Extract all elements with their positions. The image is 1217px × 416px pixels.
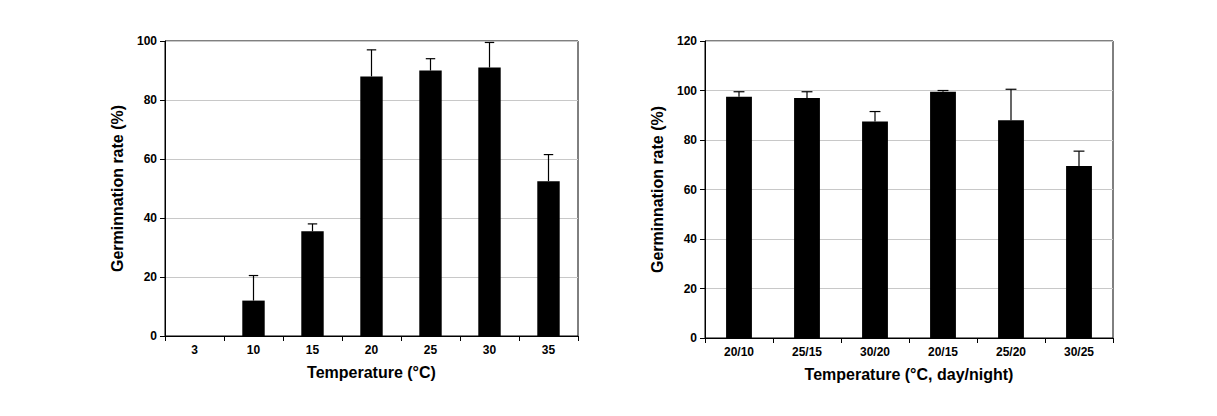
svg-text:Germinnation rate (%): Germinnation rate (%) <box>109 105 126 272</box>
svg-text:20/10: 20/10 <box>724 345 754 359</box>
svg-text:30: 30 <box>483 343 497 357</box>
svg-text:20: 20 <box>365 343 379 357</box>
svg-text:10: 10 <box>247 343 261 357</box>
svg-text:40: 40 <box>144 211 158 225</box>
svg-text:20/15: 20/15 <box>928 345 958 359</box>
svg-text:Temperature (°C, day/night): Temperature (°C, day/night) <box>805 366 1014 383</box>
svg-text:25/15: 25/15 <box>792 345 822 359</box>
svg-text:120: 120 <box>677 34 697 48</box>
svg-text:30/25: 30/25 <box>1064 345 1094 359</box>
svg-text:80: 80 <box>684 133 698 147</box>
svg-text:20: 20 <box>684 282 698 296</box>
svg-text:Temperature (°C): Temperature (°C) <box>307 364 436 381</box>
svg-text:35: 35 <box>542 343 556 357</box>
svg-text:25: 25 <box>424 343 438 357</box>
svg-text:0: 0 <box>150 329 157 343</box>
svg-text:3: 3 <box>191 343 198 357</box>
svg-text:0: 0 <box>690 331 697 345</box>
svg-text:100: 100 <box>677 84 697 98</box>
svg-text:40: 40 <box>684 232 698 246</box>
svg-text:Germinnation rate (%): Germinnation rate (%) <box>649 106 666 273</box>
svg-text:60: 60 <box>684 183 698 197</box>
svg-text:15: 15 <box>306 343 320 357</box>
svg-text:100: 100 <box>137 34 157 48</box>
svg-text:20: 20 <box>144 270 158 284</box>
svg-text:60: 60 <box>144 152 158 166</box>
svg-text:25/20: 25/20 <box>996 345 1026 359</box>
svg-text:80: 80 <box>144 93 158 107</box>
svg-text:30/20: 30/20 <box>860 345 890 359</box>
